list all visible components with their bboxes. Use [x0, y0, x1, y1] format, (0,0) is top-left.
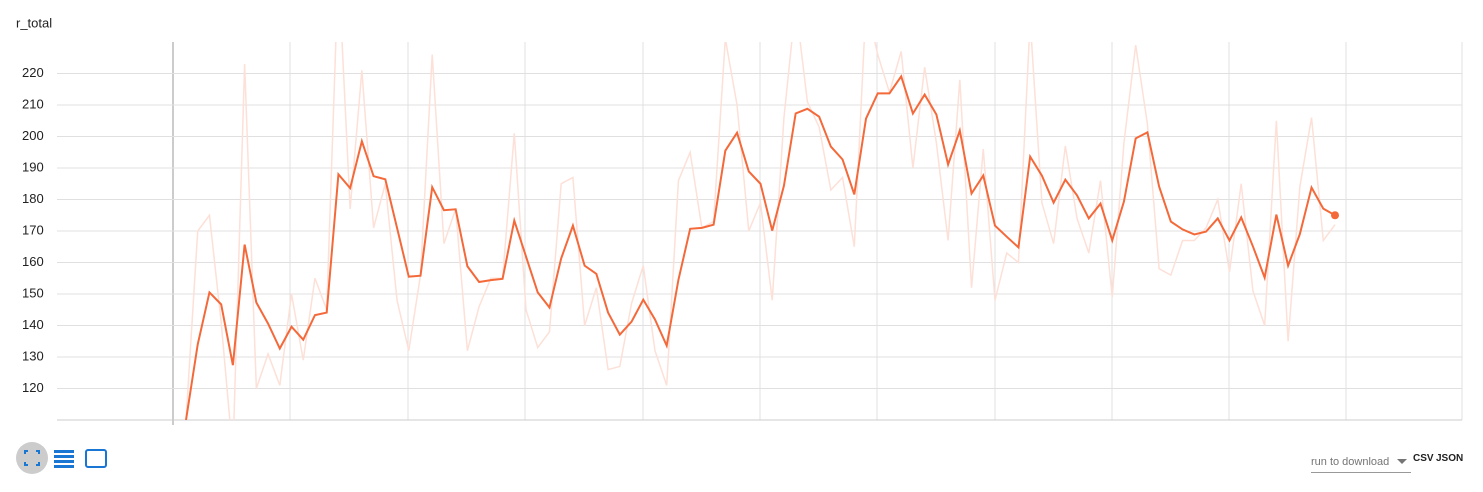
y-tick-label: 130 — [22, 348, 44, 363]
y-tick-label: 180 — [22, 191, 44, 206]
toolbar — [16, 442, 107, 474]
run-dropdown[interactable]: run to download — [1311, 456, 1411, 473]
dropdown-label: run to download — [1311, 456, 1390, 468]
list-button[interactable] — [54, 450, 74, 468]
plot — [185, 42, 1339, 420]
fit-button[interactable] — [16, 442, 48, 474]
y-tick-label: 210 — [22, 96, 44, 111]
y-tick-label: 220 — [22, 65, 44, 80]
series-line — [185, 74, 1336, 420]
chart: r_total 120 130 140 150 160 170 180 190 200 210 22… — [16, 15, 1463, 425]
zoom-button[interactable] — [85, 449, 107, 468]
series-line — [185, 42, 1336, 420]
y-tick-label: 150 — [22, 285, 44, 300]
dropdown-arrow — [1397, 459, 1407, 469]
y-tick-label: 200 — [22, 128, 44, 143]
last-point — [1331, 211, 1339, 220]
fit-icon — [24, 450, 40, 466]
csv-link[interactable]: CSV — [1413, 453, 1434, 464]
chart-title: r_total — [16, 15, 52, 30]
json-link[interactable]: JSON — [1436, 453, 1464, 464]
y-tick-label: 120 — [22, 380, 44, 395]
y-tick-label: 170 — [22, 222, 44, 237]
y-tick-label: 160 — [22, 254, 44, 269]
y-tick-label: 140 — [22, 317, 44, 332]
y-tick-label: 190 — [22, 159, 44, 174]
